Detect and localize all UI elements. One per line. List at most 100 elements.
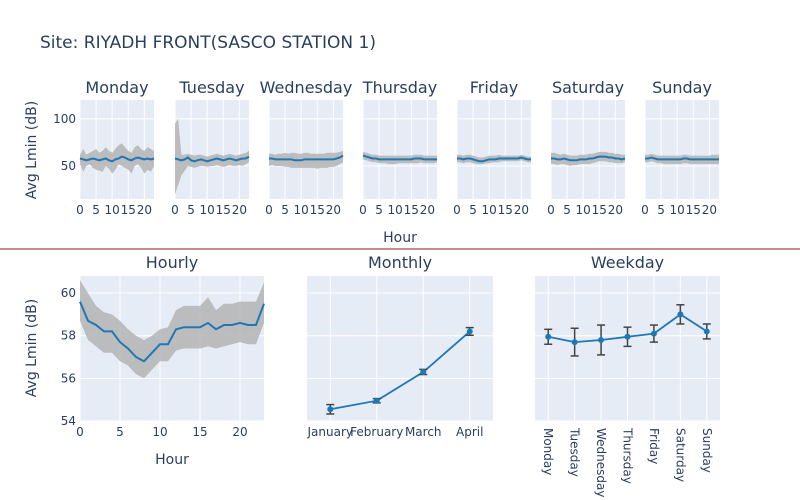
facet-title: Friday (470, 78, 519, 97)
facet-plot-area (175, 100, 249, 199)
x-tick-label: 5 (469, 203, 477, 217)
x-tick-label: Thursday (621, 427, 635, 484)
x-tick-label: 20 (514, 203, 529, 217)
facet-title: Saturday (552, 78, 624, 97)
x-tick-label: 0 (171, 203, 179, 217)
facet-title: Monday (85, 78, 148, 97)
facet-title: Tuesday (178, 78, 244, 97)
x-tick-label: Wednesday (594, 428, 608, 497)
x-tick-label: February (350, 425, 403, 439)
data-point (624, 333, 631, 340)
x-tick-label: 5 (375, 203, 383, 217)
x-tick-label: 20 (232, 425, 247, 439)
facet-plot-area (269, 100, 343, 199)
x-tick-label: 5 (92, 203, 100, 217)
x-tick-label: 10 (388, 203, 403, 217)
data-point (571, 339, 578, 346)
x-axis-label: Hour (383, 230, 417, 246)
x-tick-label: 0 (359, 203, 367, 217)
y-axis-label: Avg Lmin (dB) (24, 299, 40, 397)
series-line (79, 301, 265, 363)
x-tick-label: 5 (116, 425, 124, 439)
x-tick-label: 20 (232, 203, 247, 217)
facet-plot-area (551, 100, 625, 199)
confidence-band (175, 118, 249, 195)
data-point (373, 397, 380, 404)
series-line (457, 156, 531, 163)
x-tick-label: 15 (592, 203, 607, 217)
facet-plot-area (457, 100, 531, 199)
facet-title: Wednesday (260, 78, 353, 97)
series-line (645, 156, 719, 161)
confidence-band (363, 151, 437, 165)
x-tick-label: 15 (192, 425, 207, 439)
y-tick-label: 50 (61, 159, 76, 173)
x-tick-label: 0 (547, 203, 555, 217)
x-tick-label: 20 (326, 203, 341, 217)
x-tick-label: 0 (641, 203, 649, 217)
series-line (269, 154, 344, 162)
data-point (677, 311, 684, 318)
x-tick-label: 20 (420, 203, 435, 217)
facet-title: Sunday (652, 78, 712, 97)
series-line (362, 154, 437, 161)
y-tick-label: 100 (53, 112, 76, 126)
x-tick-label: April (456, 425, 483, 439)
x-tick-label: 10 (576, 203, 591, 217)
confidence-band (80, 280, 264, 379)
data-point (420, 368, 427, 375)
x-tick-label: March (405, 425, 442, 439)
page-title: Site: RIYADH FRONT(SASCO STATION 1) (40, 33, 376, 53)
x-tick-label: 10 (200, 203, 215, 217)
data-point (598, 336, 605, 343)
series-line (551, 155, 626, 162)
x-tick-label: Tuesday (568, 427, 582, 477)
data-point (703, 328, 710, 335)
series-line (330, 330, 471, 411)
y-tick-label: 54 (61, 414, 76, 428)
x-tick-label: Sunday (700, 428, 714, 473)
x-tick-label: 15 (686, 203, 701, 217)
x-tick-label: 5 (563, 203, 571, 217)
y-axis-label: Avg Lmin (dB) (24, 101, 40, 199)
monthly-plot-area (307, 276, 493, 421)
series-line (79, 155, 155, 163)
x-tick-label: 15 (216, 203, 231, 217)
y-tick-label: 58 (61, 329, 76, 343)
x-tick-label: 10 (152, 425, 167, 439)
x-tick-label: 10 (482, 203, 497, 217)
x-tick-label: Friday (647, 428, 661, 464)
x-tick-label: 0 (265, 203, 273, 217)
x-tick-label: Monday (541, 428, 555, 475)
subplot-title: Hourly (146, 253, 198, 272)
x-axis-label: Hour (155, 452, 189, 468)
x-tick-label: 10 (294, 203, 309, 217)
data-point (327, 406, 334, 413)
x-tick-label: 5 (187, 203, 195, 217)
x-tick-label: January (307, 425, 354, 439)
y-tick-label: 56 (61, 371, 76, 385)
series-line (174, 155, 250, 163)
data-point (466, 328, 473, 335)
facet-title: Thursday (362, 78, 437, 97)
x-tick-label: 20 (702, 203, 717, 217)
subplot-title: Weekday (591, 253, 664, 272)
x-tick-label: 10 (670, 203, 685, 217)
y-tick-label: 60 (61, 286, 76, 300)
facet-plot-area (363, 100, 437, 199)
x-tick-label: 15 (121, 203, 136, 217)
x-tick-label: 15 (404, 203, 419, 217)
data-point (545, 333, 552, 340)
x-tick-label: 5 (281, 203, 289, 217)
subplot-title: Monthly (368, 253, 432, 272)
x-tick-label: Saturday (673, 428, 687, 482)
x-tick-label: 10 (105, 203, 120, 217)
x-tick-label: 5 (657, 203, 665, 217)
x-tick-label: 15 (498, 203, 513, 217)
x-tick-label: 20 (608, 203, 623, 217)
x-tick-label: 20 (137, 203, 152, 217)
x-tick-label: 0 (76, 425, 84, 439)
data-point (650, 330, 657, 337)
